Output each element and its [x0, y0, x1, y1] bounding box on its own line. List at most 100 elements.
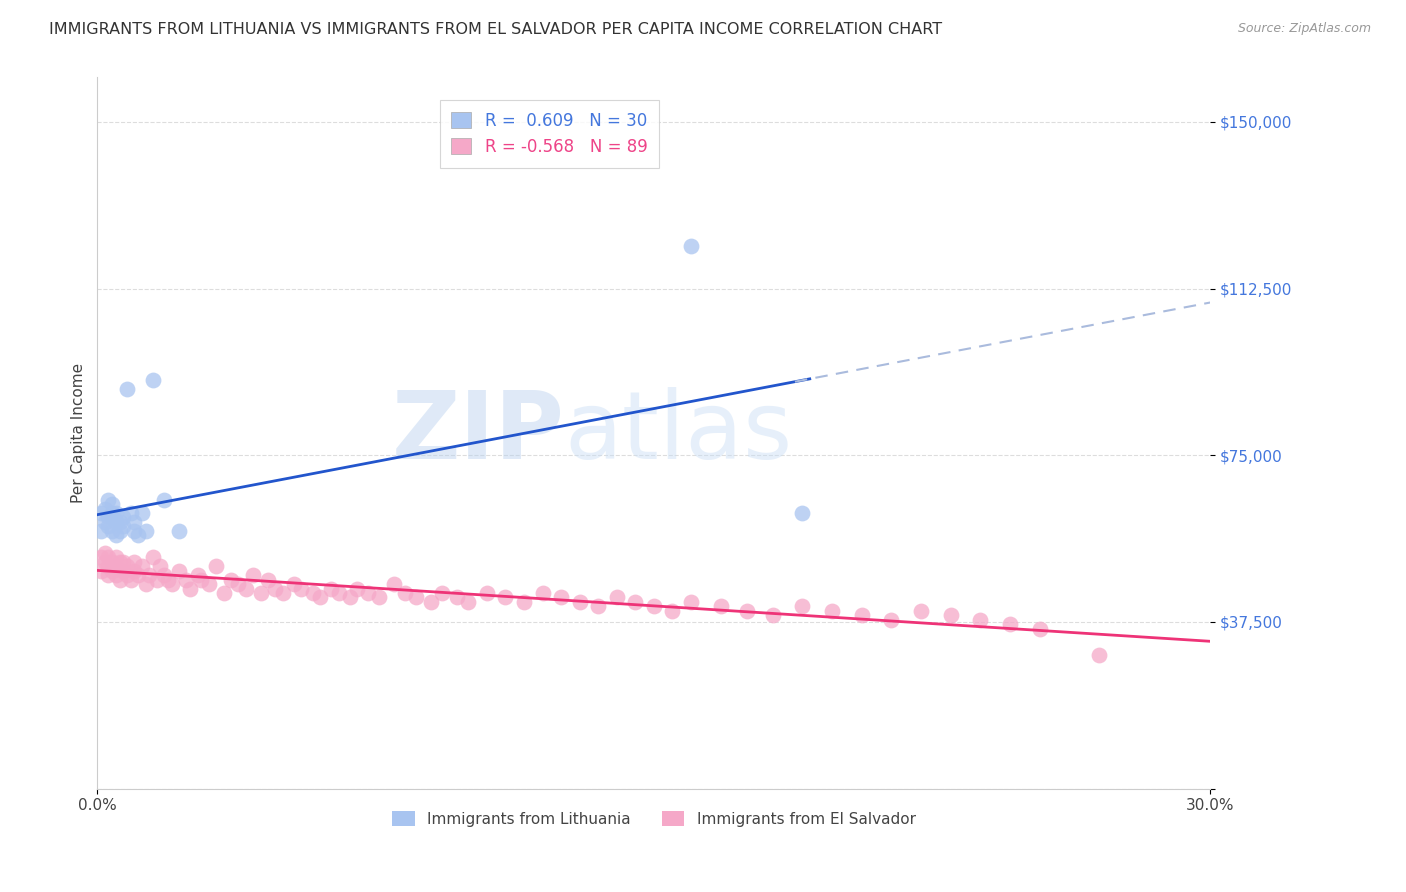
Point — [90, 550, 112, 565]
Point — [101, 506, 124, 520]
Text: ZIP: ZIP — [392, 387, 565, 479]
Point — [998, 617, 1021, 632]
Point — [531, 586, 554, 600]
Point — [309, 591, 332, 605]
Point — [112, 510, 135, 524]
Point — [94, 546, 117, 560]
Point — [101, 497, 124, 511]
Point — [228, 577, 250, 591]
Text: Source: ZipAtlas.com: Source: ZipAtlas.com — [1237, 22, 1371, 36]
Point — [328, 586, 350, 600]
Point — [710, 599, 733, 614]
Point — [186, 568, 208, 582]
Point — [851, 608, 873, 623]
Point — [939, 608, 962, 623]
Point — [149, 559, 172, 574]
Point — [301, 586, 323, 600]
Point — [97, 550, 120, 565]
Point — [127, 568, 149, 582]
Point — [124, 555, 146, 569]
Point — [120, 573, 142, 587]
Point — [588, 599, 610, 614]
Point — [762, 608, 785, 623]
Point — [97, 519, 120, 533]
Point — [97, 510, 120, 524]
Point — [910, 604, 932, 618]
Point — [257, 573, 280, 587]
Point — [101, 564, 124, 578]
Point — [101, 555, 124, 569]
Legend: Immigrants from Lithuania, Immigrants from El Salvador: Immigrants from Lithuania, Immigrants fr… — [385, 804, 924, 834]
Point — [153, 492, 176, 507]
Point — [264, 582, 287, 596]
Point — [446, 591, 468, 605]
Point — [112, 564, 135, 578]
Point — [104, 550, 127, 565]
Text: IMMIGRANTS FROM LITHUANIA VS IMMIGRANTS FROM EL SALVADOR PER CAPITA INCOME CORRE: IMMIGRANTS FROM LITHUANIA VS IMMIGRANTS … — [49, 22, 942, 37]
Point — [97, 559, 120, 574]
Point — [513, 595, 536, 609]
Point — [94, 515, 117, 529]
Point — [115, 568, 138, 582]
Point — [792, 599, 814, 614]
Point — [190, 573, 212, 587]
Point — [475, 586, 498, 600]
Point — [357, 586, 380, 600]
Point — [821, 604, 844, 618]
Point — [124, 564, 146, 578]
Point — [97, 492, 120, 507]
Point — [283, 577, 305, 591]
Point — [382, 577, 405, 591]
Point — [495, 591, 517, 605]
Point — [606, 591, 628, 605]
Point — [339, 591, 361, 605]
Point — [205, 559, 228, 574]
Point — [661, 604, 683, 618]
Point — [167, 564, 190, 578]
Point — [1029, 622, 1052, 636]
Point — [127, 528, 149, 542]
Point — [153, 568, 176, 582]
Point — [97, 568, 120, 582]
Point — [394, 586, 416, 600]
Point — [156, 573, 179, 587]
Point — [104, 528, 127, 542]
Point — [104, 506, 127, 520]
Point — [135, 577, 157, 591]
Point — [568, 595, 591, 609]
Point — [108, 573, 131, 587]
Point — [167, 524, 190, 538]
Point — [624, 595, 647, 609]
Point — [94, 555, 117, 569]
Point — [135, 524, 157, 538]
Point — [643, 599, 665, 614]
Point — [219, 573, 242, 587]
Point — [108, 524, 131, 538]
Point — [145, 573, 167, 587]
Text: atlas: atlas — [565, 387, 793, 479]
Point — [197, 577, 219, 591]
Point — [112, 519, 135, 533]
Point — [271, 586, 294, 600]
Point — [679, 239, 702, 253]
Point — [101, 510, 124, 524]
Point — [368, 591, 391, 605]
Point — [90, 506, 112, 520]
Point — [235, 582, 257, 596]
Point — [131, 506, 153, 520]
Point — [969, 613, 991, 627]
Point — [120, 506, 142, 520]
Point — [432, 586, 454, 600]
Point — [104, 515, 127, 529]
Point — [457, 595, 479, 609]
Point — [108, 555, 131, 569]
Point — [142, 373, 165, 387]
Point — [346, 582, 368, 596]
Point — [108, 515, 131, 529]
Point — [290, 582, 312, 596]
Point — [90, 524, 112, 538]
Point — [104, 568, 127, 582]
Point — [212, 586, 235, 600]
Point — [131, 559, 153, 574]
Point — [124, 524, 146, 538]
